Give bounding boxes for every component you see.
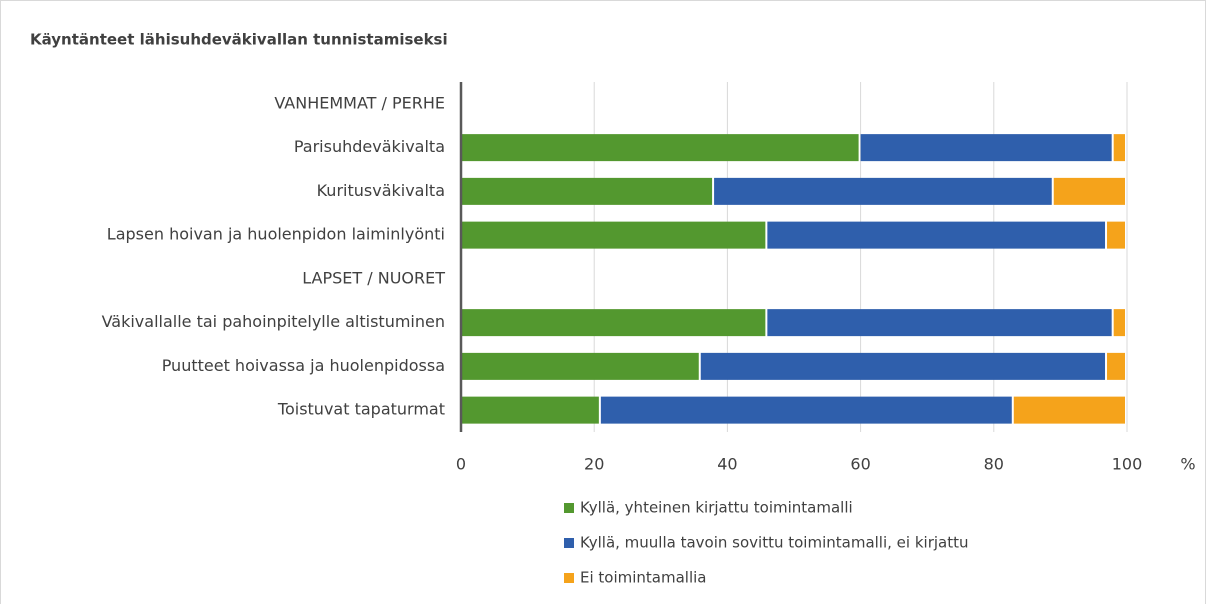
y-tick-label: VANHEMMAT / PERHE	[274, 93, 445, 112]
bar-segment	[1113, 309, 1125, 337]
y-tick-label: Lapsen hoivan ja huolenpidon laiminlyönt…	[107, 225, 445, 244]
y-tick-label: Parisuhdeväkivalta	[294, 137, 445, 156]
y-tick-label: Väkivallalle tai pahoinpitelylle altistu…	[102, 312, 445, 331]
legend-swatch	[564, 573, 574, 583]
x-tick-label: 80	[984, 455, 1004, 474]
x-tick-label: 20	[584, 455, 604, 474]
legend-label: Kyllä, muulla tavoin sovittu toimintamal…	[580, 534, 969, 552]
bar-segment	[461, 396, 599, 424]
y-tick-label: Toistuvat tapaturmat	[277, 400, 445, 419]
bar-segment	[1013, 396, 1125, 424]
y-tick-label: LAPSET / NUORET	[302, 268, 445, 287]
y-tick-label: Kuritusväkivalta	[317, 181, 445, 200]
legend-label: Ei toimintamallia	[580, 569, 707, 587]
bar-segment	[1107, 221, 1125, 249]
bar-segment	[767, 221, 1106, 249]
x-tick-label: 60	[850, 455, 870, 474]
legend-swatch	[564, 538, 574, 548]
bar-segment	[714, 177, 1052, 205]
bar-segment	[1053, 177, 1125, 205]
bar-segment	[461, 177, 713, 205]
x-axis-label: %	[1180, 455, 1195, 474]
legend-swatch	[564, 503, 574, 513]
bar-segment	[700, 352, 1106, 380]
bar-segment	[1113, 134, 1125, 162]
bar-segment	[461, 134, 859, 162]
bar-segment	[600, 396, 1012, 424]
y-tick-label: Puutteet hoivassa ja huolenpidossa	[162, 356, 445, 375]
legend-label: Kyllä, yhteinen kirjattu toimintamalli	[580, 499, 853, 517]
x-tick-label: 0	[456, 455, 466, 474]
bar-segment	[461, 352, 699, 380]
x-tick-label: 100	[1112, 455, 1143, 474]
bar-segment	[461, 221, 766, 249]
bar-segment	[1107, 352, 1125, 380]
chart-title: Käyntänteet lähisuhdeväkivallan tunnista…	[30, 31, 448, 49]
bar-segment	[461, 309, 766, 337]
bar-segment	[767, 309, 1112, 337]
x-tick-label: 40	[717, 455, 737, 474]
bar-segment	[860, 134, 1112, 162]
